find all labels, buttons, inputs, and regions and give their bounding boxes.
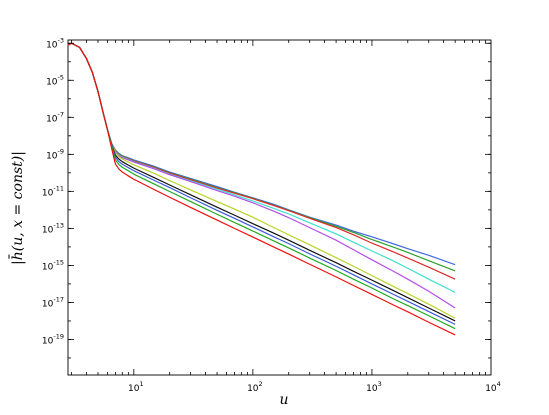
y-tick-label: 10-13 [42, 221, 64, 235]
series-line-2 [67, 42, 456, 272]
series-line-6 [67, 42, 456, 319]
series-group [67, 42, 456, 336]
y-axis-label: |h̄(u, x = const)| [8, 151, 26, 265]
plot-frame [67, 39, 492, 376]
series-line-7 [67, 42, 456, 322]
x-axis-label: u [279, 392, 288, 408]
y-tick-label: 10-15 [42, 258, 64, 272]
series-line-5 [67, 42, 456, 309]
series-line-4 [67, 42, 456, 293]
series-line-8 [67, 42, 456, 325]
x-tick-label: 101 [128, 380, 144, 394]
x-tick-label: 103 [366, 380, 382, 394]
y-tick-label: 10-7 [46, 110, 64, 124]
y-tick-label: 10-17 [42, 295, 64, 309]
series-line-9 [67, 42, 456, 330]
y-tick-label: 10-5 [46, 73, 64, 87]
y-tick-label: 10-19 [42, 332, 64, 346]
y-tick-label: 10-11 [42, 184, 64, 198]
x-tick-label: 102 [247, 380, 263, 394]
y-tick-label: 10-3 [46, 36, 64, 50]
series-line-10 [67, 42, 456, 336]
x-tick-label: 104 [485, 380, 501, 394]
ticks-group: 101 102 103 104 10-3 10-5 10-7 10-9 10-11 10-13 10… [42, 36, 501, 394]
y-tick-label: 10-9 [46, 147, 64, 161]
